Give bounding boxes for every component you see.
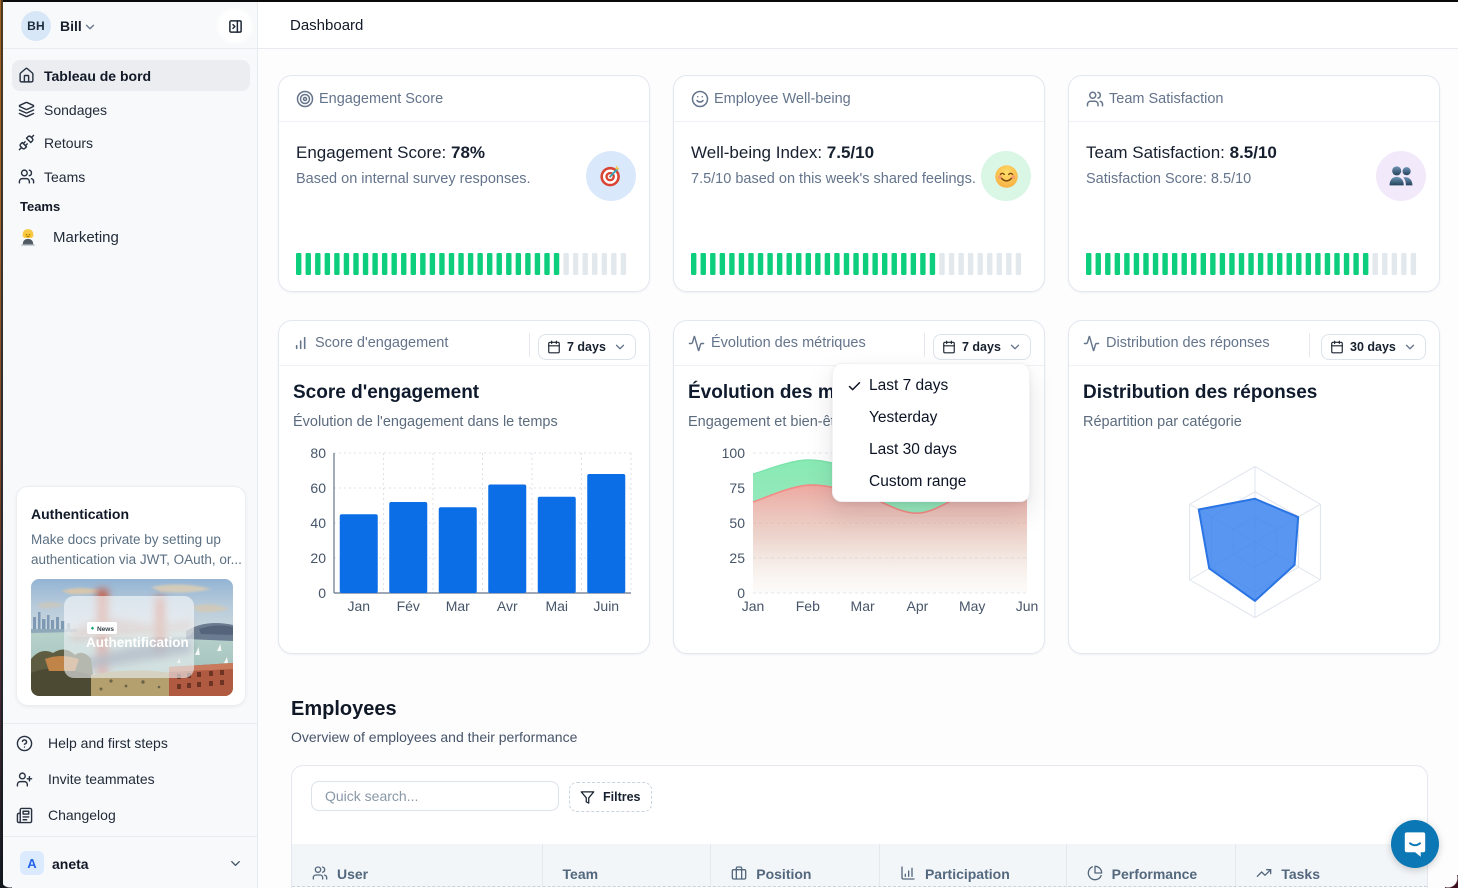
svg-text:100: 100: [722, 445, 746, 461]
svg-text:0: 0: [737, 585, 745, 601]
svg-text:20: 20: [310, 550, 326, 566]
svg-text:Jun: Jun: [1016, 598, 1039, 614]
svg-text:50: 50: [729, 515, 745, 531]
svg-text:Feb: Feb: [796, 598, 820, 614]
svg-text:25: 25: [729, 550, 745, 566]
svg-text:Mar: Mar: [446, 598, 470, 614]
svg-text:Authentification: Authentification: [86, 635, 189, 650]
svg-text:Avr: Avr: [497, 598, 518, 614]
svg-text:0: 0: [318, 585, 326, 601]
svg-text:Mai: Mai: [545, 598, 568, 614]
svg-text:Apr: Apr: [907, 598, 929, 614]
svg-text:News: News: [97, 626, 114, 633]
svg-text:Juin: Juin: [593, 598, 619, 614]
svg-text:80: 80: [310, 445, 326, 461]
svg-text:Fév: Fév: [397, 598, 420, 614]
svg-text:60: 60: [310, 480, 326, 496]
svg-text:Mar: Mar: [851, 598, 875, 614]
svg-text:May: May: [959, 598, 985, 614]
svg-text:40: 40: [310, 515, 326, 531]
svg-text:Jan: Jan: [347, 598, 370, 614]
svg-text:Jan: Jan: [742, 598, 765, 614]
svg-text:75: 75: [729, 480, 745, 496]
